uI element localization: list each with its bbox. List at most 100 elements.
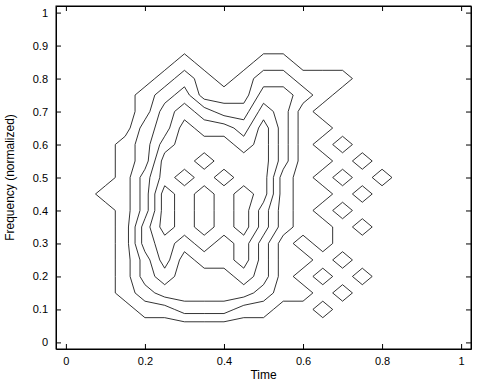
- tick-label: 0.3: [33, 237, 48, 249]
- contour-line: [128, 70, 312, 313]
- tick: 0.7: [33, 106, 61, 118]
- tick: 0.3: [33, 237, 61, 249]
- tick-mark: [66, 6, 67, 11]
- tick-mark: [56, 13, 61, 14]
- tick: 1: [459, 344, 465, 367]
- x-axis: 0 0.2 0.4 0.6 0.8 1: [57, 344, 472, 367]
- tick-mark: [56, 178, 61, 179]
- tick-label: 0.2: [138, 355, 153, 367]
- tick-mark: [56, 46, 61, 47]
- tick-mark: [145, 6, 146, 11]
- tick: 0.4: [217, 344, 232, 367]
- y-axis-title: Frequency (normalized): [3, 114, 17, 241]
- tick-label: 0.5: [33, 172, 48, 184]
- tick-mark: [224, 6, 225, 11]
- tick: 0.4: [33, 205, 61, 217]
- y-axis-right: [466, 7, 472, 350]
- tick: [466, 79, 471, 80]
- tick: [466, 178, 471, 179]
- contour-line: [142, 103, 279, 284]
- tick: [466, 309, 471, 310]
- tick: 0.1: [33, 303, 61, 315]
- tick-label: 0.4: [33, 205, 48, 217]
- tick-mark: [466, 13, 471, 14]
- tick-label: 0.7: [33, 106, 48, 118]
- tick-label: 0.9: [33, 40, 48, 52]
- tick: [461, 6, 462, 11]
- tick-label: 0: [63, 355, 69, 367]
- tick: [466, 145, 471, 146]
- plot-frame: [56, 6, 471, 349]
- tick: 0.8: [33, 73, 61, 85]
- tick-label: 0.8: [375, 355, 390, 367]
- contour-line: [150, 120, 269, 268]
- axis-line: [57, 349, 472, 350]
- tick: 0: [42, 336, 61, 348]
- contour-line: [135, 87, 293, 301]
- tick-mark: [224, 344, 225, 349]
- tick-mark: [466, 79, 471, 80]
- tick: 1: [42, 7, 61, 19]
- tick-label: 0.8: [33, 73, 48, 85]
- tick: [466, 276, 471, 277]
- tick: [224, 6, 225, 11]
- axis-line: [57, 6, 472, 7]
- tick-mark: [66, 344, 67, 349]
- y-axis: 0 0.1 0.2 0.3 0.4 0.5 0.6 0.7 0.8 0.9 1: [33, 7, 61, 350]
- tick-mark: [56, 79, 61, 80]
- tick-mark: [466, 276, 471, 277]
- tick-label: 0.2: [33, 270, 48, 282]
- tick-mark: [56, 112, 61, 113]
- tick: [466, 112, 471, 113]
- tick: 0: [63, 344, 69, 367]
- tick-mark: [56, 309, 61, 310]
- tick-label: 1: [459, 355, 465, 367]
- tick: 0.8: [375, 344, 390, 367]
- tick-mark: [56, 276, 61, 277]
- contour-group: [96, 54, 392, 322]
- x-axis-top: [57, 6, 472, 11]
- tick-mark: [382, 6, 383, 11]
- tick: 0.9: [33, 40, 61, 52]
- tick: [466, 243, 471, 244]
- tick-mark: [466, 309, 471, 310]
- tick: [466, 13, 471, 14]
- tick-mark: [466, 210, 471, 211]
- tick-mark: [56, 145, 61, 146]
- tick-mark: [303, 6, 304, 11]
- tick: 0.2: [138, 344, 153, 367]
- tick-label: 0.6: [296, 355, 311, 367]
- tick-label: 0: [42, 336, 48, 348]
- tick: 0.5: [33, 172, 61, 184]
- tick: 0.6: [296, 344, 311, 367]
- tick-mark: [382, 344, 383, 349]
- contour-line: [160, 153, 254, 235]
- contour-line: [96, 54, 392, 322]
- tick-mark: [466, 46, 471, 47]
- tick-mark: [466, 145, 471, 146]
- tick: [66, 6, 67, 11]
- chart: 00.20.40.60.8100.10.20.30.40.50.60.70.80…: [0, 0, 481, 385]
- tick-mark: [466, 342, 471, 343]
- tick-mark: [145, 344, 146, 349]
- tick-mark: [461, 344, 462, 349]
- tick-label: 0.1: [33, 303, 48, 315]
- tick-mark: [303, 344, 304, 349]
- tick-mark: [466, 178, 471, 179]
- tick-label: 0.4: [217, 355, 232, 367]
- tick-mark: [466, 112, 471, 113]
- tick-mark: [461, 6, 462, 11]
- tick: 0.6: [33, 139, 61, 151]
- tick-mark: [56, 342, 61, 343]
- tick: 0.2: [33, 270, 61, 282]
- tick: [145, 6, 146, 11]
- tick-mark: [56, 243, 61, 244]
- tick-mark: [466, 243, 471, 244]
- tick-mark: [56, 210, 61, 211]
- tick-label: 1: [42, 7, 48, 19]
- tick-label: 0.6: [33, 139, 48, 151]
- x-axis-title: Time: [250, 368, 277, 382]
- tick: [466, 46, 471, 47]
- tick: [466, 342, 471, 343]
- tick: [382, 6, 383, 11]
